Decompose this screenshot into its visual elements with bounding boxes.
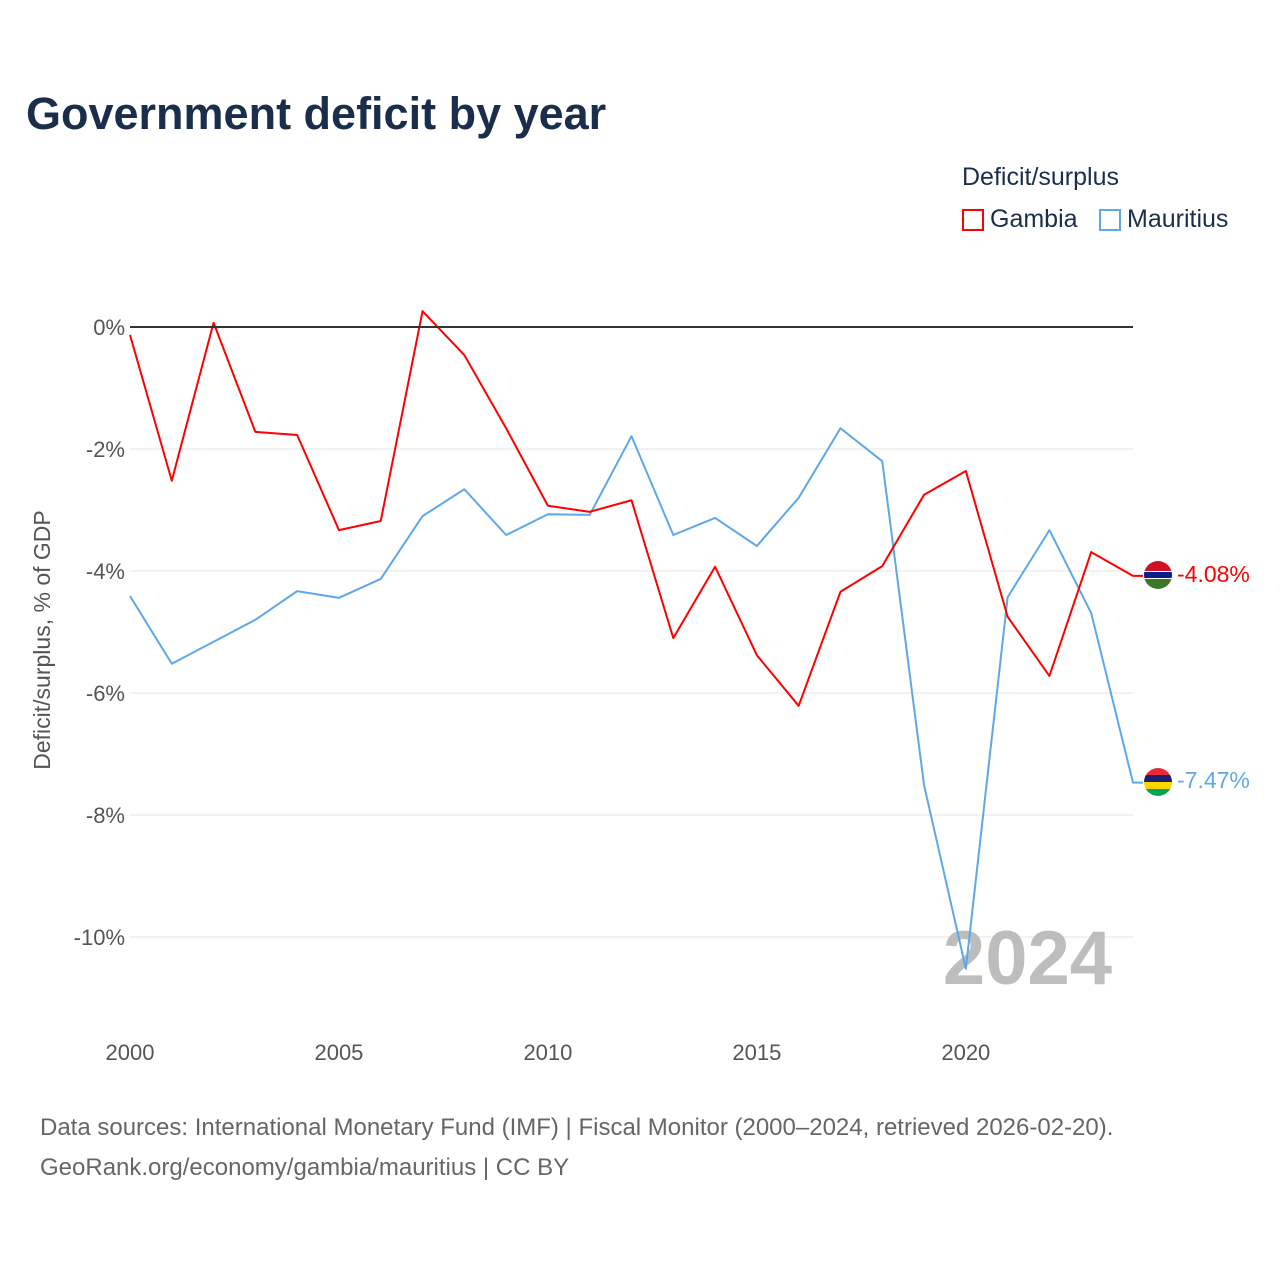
source-line: Data sources: International Monetary Fun… (40, 1114, 1114, 1141)
gambia-end-label: -4.08% (1177, 561, 1250, 587)
series-line-gambia (129, 310, 1143, 707)
x-tick-label: 2020 (941, 1040, 990, 1065)
legend-swatch-mauritius (1099, 208, 1121, 231)
year-watermark: 2024 (943, 916, 1112, 1001)
x-tick-label: 2005 (314, 1040, 363, 1065)
legend-label-mauritius: Mauritius (1127, 205, 1229, 233)
legend-item-mauritius[interactable]: Mauritius (1099, 205, 1228, 234)
legend-title: Deficit/surplus (962, 163, 1119, 191)
y-axis-label: Deficit/surplus, % of GDP (29, 510, 55, 769)
chart-title: Government deficit by year (26, 88, 607, 139)
series-line-mauritius (129, 427, 1143, 970)
y-tick-label: 0% (93, 315, 125, 340)
x-tick-label: 2000 (106, 1040, 155, 1065)
legend-item-gambia[interactable]: Gambia (962, 205, 1078, 234)
x-tick-label: 2010 (523, 1040, 572, 1065)
mauritius-flag-icon (1144, 768, 1172, 796)
x-tick-label: 2015 (732, 1040, 781, 1065)
y-tick-label: -4% (86, 559, 125, 584)
source-note: Data sources: International Monetary Fun… (40, 1108, 1113, 1188)
source-url[interactable]: GeoRank.org/economy/gambia/mauritius | C… (40, 1154, 570, 1181)
y-tick-label: -6% (86, 681, 125, 706)
gambia-flag-icon (1144, 561, 1172, 589)
y-tick-label: -10% (74, 925, 125, 950)
mauritius-end-label: -7.47% (1177, 767, 1250, 793)
y-tick-label: -2% (86, 437, 125, 462)
legend-swatch-gambia (962, 208, 984, 231)
y-tick-label: -8% (86, 803, 125, 828)
legend-label-gambia: Gambia (990, 205, 1078, 233)
